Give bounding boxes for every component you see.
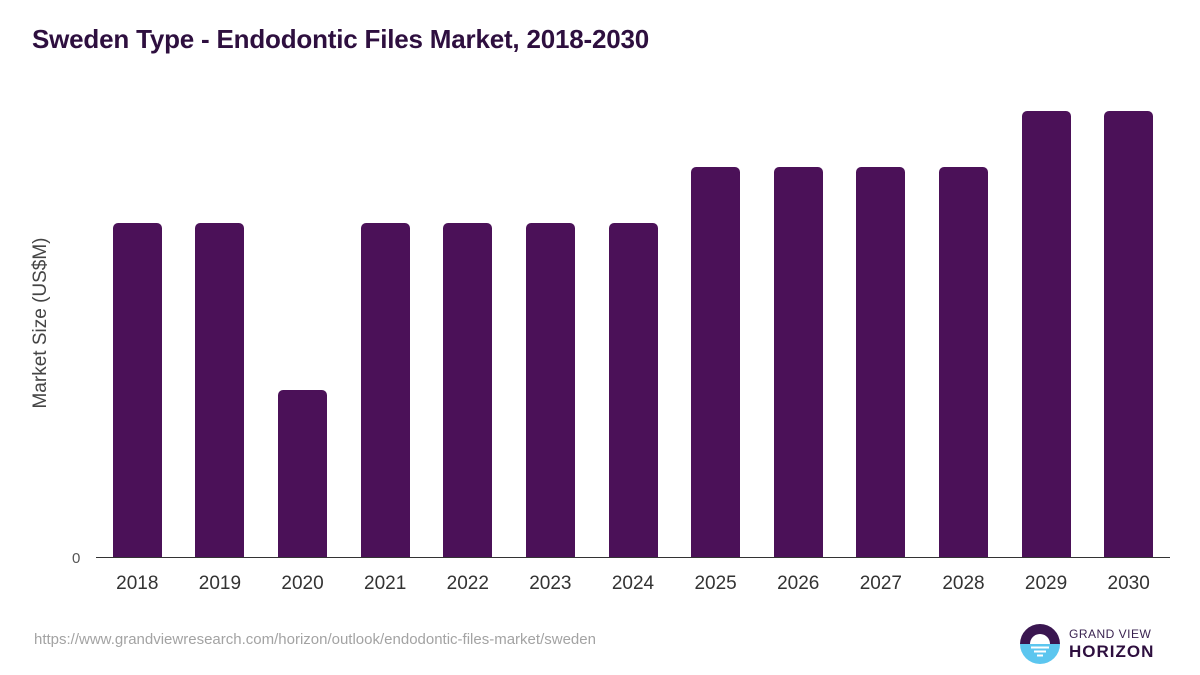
x-tick-label: 2019 [198, 573, 242, 594]
x-tick-label: 2021 [364, 573, 407, 594]
x-tick-label: 2018 [116, 573, 159, 594]
bar-2018 [112, 222, 162, 558]
y-axis-label: Market Size (US$M) [30, 237, 51, 409]
bar-2019 [195, 222, 245, 558]
horizon-logo-icon [1020, 624, 1060, 664]
bar-2024 [608, 222, 658, 558]
x-tick-label: 2030 [1107, 573, 1150, 594]
y-axis-zero-tick: 0 [72, 550, 81, 567]
x-tick-label: 2025 [694, 573, 737, 594]
x-tick-label: 2020 [281, 573, 324, 594]
logo-line2: HORIZON [1069, 642, 1155, 661]
bar-2021 [360, 222, 410, 558]
bar-2028 [938, 167, 988, 558]
bar-2023 [525, 222, 575, 558]
bar-2030 [1104, 111, 1154, 558]
x-tick-label: 2024 [611, 573, 655, 594]
bar-2022 [443, 222, 493, 558]
x-tick-label: 2026 [777, 573, 820, 594]
x-tick-label: 2022 [446, 573, 489, 594]
source-url: https://www.grandviewresearch.com/horizo… [34, 631, 596, 648]
x-tick-label: 2027 [859, 573, 902, 594]
bar-2029 [1021, 111, 1071, 558]
bar-2026 [773, 167, 823, 558]
x-tick-label: 2029 [1024, 573, 1068, 594]
bar-2027 [856, 167, 906, 558]
x-axis-line [96, 557, 1170, 558]
bar-2025 [691, 167, 741, 558]
grand-view-horizon-logo: GRAND VIEW HORIZON [1019, 623, 1154, 665]
x-tick-label: 2023 [529, 573, 572, 594]
x-tick-label: 2028 [942, 573, 985, 594]
chart-title: Sweden Type - Endodontic Files Market, 2… [32, 24, 650, 54]
bar-2020 [278, 390, 328, 558]
logo-line1: GRAND VIEW [1069, 627, 1152, 641]
plot-area [96, 80, 1170, 558]
